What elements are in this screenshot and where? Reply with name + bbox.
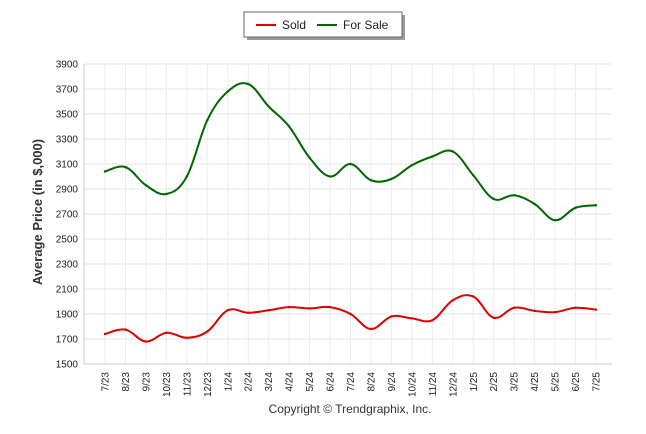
- data-point-for-sale: [287, 125, 291, 128]
- x-tick-label: 12/24: [448, 372, 459, 397]
- data-point-for-sale: [206, 119, 209, 122]
- data-point-sold: [431, 319, 434, 322]
- data-point-for-sale: [144, 184, 148, 187]
- data-point-sold: [594, 308, 598, 311]
- y-tick-label: 1500: [56, 360, 79, 371]
- data-point-sold: [349, 312, 352, 316]
- data-point-for-sale: [533, 202, 536, 206]
- y-tick-label: 3300: [56, 135, 79, 146]
- y-tick-label: 2300: [56, 260, 79, 271]
- x-tick-label: 9/24: [387, 372, 398, 392]
- data-point-sold: [103, 332, 107, 336]
- data-point-for-sale: [165, 192, 168, 196]
- x-tick-label: 7/24: [346, 372, 357, 392]
- x-tick-label: 8/24: [366, 372, 377, 392]
- data-point-sold: [267, 309, 270, 312]
- x-tick-label: 3/24: [264, 372, 275, 392]
- data-point-for-sale: [124, 165, 127, 169]
- data-point-for-sale: [410, 164, 414, 167]
- data-point-for-sale: [308, 156, 311, 159]
- data-point-for-sale: [390, 177, 393, 181]
- x-tick-label: 7/25: [592, 372, 603, 392]
- data-point-sold: [451, 299, 454, 302]
- x-tick-label: 5/24: [305, 372, 316, 392]
- x-tick-label: 4/24: [285, 372, 296, 392]
- y-tick-label: 2700: [56, 210, 79, 221]
- x-tick-layer: 7/23 8/23 9/23 10/23 11/23 12/23 1/24 2/24 3/24 4…: [101, 372, 603, 397]
- data-point-sold: [390, 315, 393, 318]
- data-point-sold: [287, 305, 291, 309]
- data-point-sold: [226, 309, 229, 312]
- x-tick-label: 8/23: [121, 372, 132, 392]
- data-point-sold: [369, 327, 373, 331]
- data-point-for-sale: [574, 206, 577, 209]
- data-point-for-sale: [492, 197, 495, 201]
- y-tick-label: 2900: [56, 185, 79, 196]
- x-tick-label: 10/24: [407, 372, 418, 397]
- data-point-for-sale: [247, 82, 250, 86]
- y-tick-label: 3700: [56, 85, 79, 96]
- data-point-sold: [144, 340, 148, 343]
- data-point-sold: [308, 307, 311, 310]
- data-point-for-sale: [267, 105, 270, 108]
- legend: Sold For Sale: [243, 11, 405, 40]
- data-point-sold: [533, 309, 536, 313]
- x-tick-label: 11/23: [182, 372, 193, 397]
- x-tick-label: 4/25: [530, 372, 541, 392]
- data-point-sold: [185, 336, 189, 339]
- data-point-sold: [165, 331, 168, 334]
- x-tick-label: 5/25: [551, 372, 562, 392]
- data-point-for-sale: [512, 194, 516, 197]
- grid-layer: [83, 63, 612, 365]
- x-tick-label: 3/25: [510, 372, 521, 392]
- data-point-sold: [247, 311, 250, 314]
- y-tick-label: 1700: [56, 335, 79, 346]
- x-tick-label: 1/25: [469, 372, 480, 392]
- data-point-for-sale: [431, 155, 434, 158]
- x-tick-label: 9/23: [141, 372, 152, 392]
- x-tick-label: 7/23: [101, 372, 112, 392]
- data-point-for-sale: [369, 179, 373, 182]
- data-point-for-sale: [553, 219, 557, 222]
- x-tick-label: 2/25: [489, 372, 500, 392]
- data-point-for-sale: [103, 170, 107, 173]
- data-point-for-sale: [349, 162, 352, 166]
- data-point-for-sale: [328, 175, 332, 178]
- legend-label-sold: Sold: [282, 18, 306, 32]
- data-point-sold: [206, 330, 209, 333]
- data-point-for-sale: [185, 175, 189, 178]
- x-tick-label: 2/24: [244, 372, 255, 392]
- y-axis-title: Average Price (in $,000): [30, 139, 45, 285]
- data-point-sold: [472, 295, 475, 298]
- data-point-for-sale: [451, 150, 454, 153]
- legend-label-for-sale: For Sale: [343, 18, 389, 32]
- data-point-sold: [124, 328, 127, 331]
- x-tick-label: 6/24: [326, 372, 337, 392]
- series-layer: [103, 82, 598, 343]
- data-point-for-sale: [472, 174, 475, 177]
- y-tick-label: 2500: [56, 235, 79, 246]
- copyright-footer: Copyright © Trendgraphix, Inc.: [269, 402, 432, 416]
- x-tick-label: 1/24: [223, 372, 234, 392]
- y-tick-label: 1900: [56, 310, 79, 321]
- x-tick-label: 6/25: [571, 372, 582, 392]
- data-point-for-sale: [226, 90, 229, 93]
- y-tick-label: 3100: [56, 160, 79, 171]
- y-tick-label: 2100: [56, 285, 79, 296]
- x-tick-label: 12/23: [203, 372, 214, 397]
- x-tick-label: 10/23: [162, 372, 173, 397]
- x-tick-label: 11/24: [428, 372, 439, 397]
- data-point-for-sale: [594, 204, 598, 207]
- data-point-sold: [574, 306, 577, 309]
- data-point-sold: [410, 317, 414, 320]
- data-point-sold: [512, 306, 516, 309]
- y-tick-label: 3500: [56, 110, 79, 121]
- y-tick-layer: 1500 1700 1900 2100 2300 2500 2700 2900 3100 3300…: [56, 60, 79, 371]
- data-point-sold: [553, 310, 557, 314]
- data-point-sold: [328, 305, 332, 309]
- data-point-sold: [492, 316, 495, 319]
- y-tick-label: 3900: [56, 60, 79, 71]
